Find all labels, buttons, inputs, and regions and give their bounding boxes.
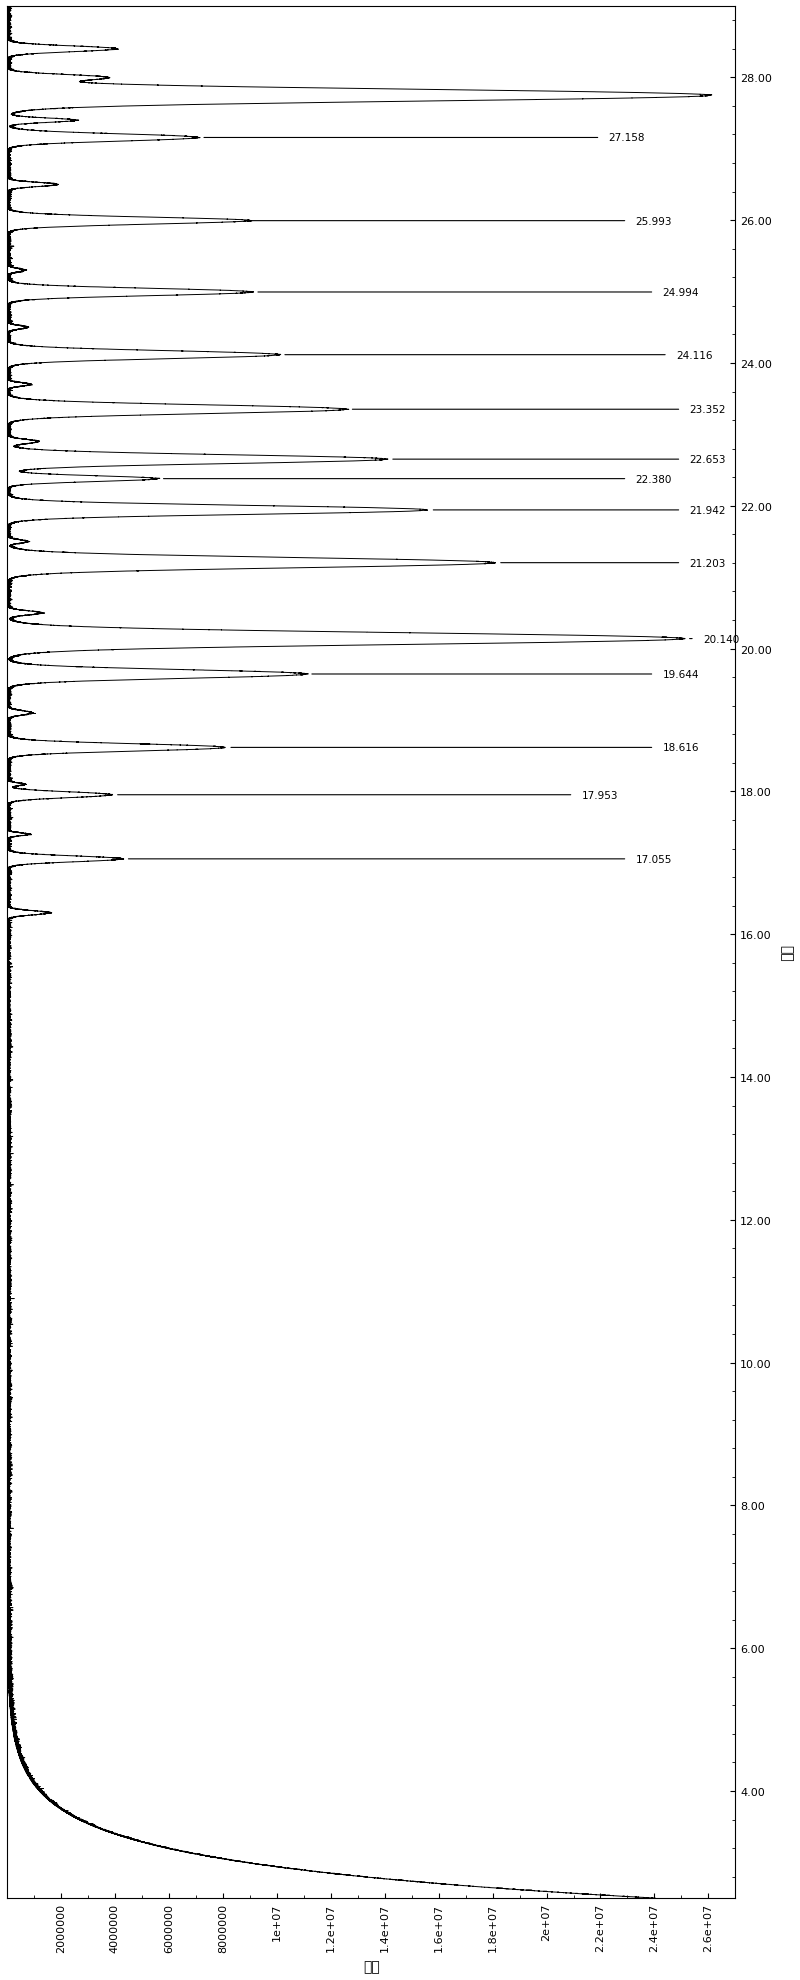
Text: 17.055: 17.055 (635, 855, 672, 865)
Text: 21.203: 21.203 (690, 558, 726, 568)
X-axis label: 丰度: 丰度 (362, 1958, 379, 1972)
Text: 19.644: 19.644 (662, 669, 699, 679)
Text: 24.994: 24.994 (662, 287, 699, 297)
Y-axis label: 时间: 时间 (779, 944, 793, 960)
Text: 24.116: 24.116 (676, 350, 713, 360)
Text: 18.616: 18.616 (662, 742, 699, 752)
Text: 17.953: 17.953 (582, 790, 618, 800)
Text: 27.158: 27.158 (609, 133, 645, 143)
Text: 21.942: 21.942 (690, 505, 726, 515)
Text: 25.993: 25.993 (635, 216, 672, 226)
Text: 22.653: 22.653 (690, 455, 726, 465)
Text: 22.380: 22.380 (635, 475, 672, 485)
Text: 20.140: 20.140 (703, 634, 739, 644)
Text: 23.352: 23.352 (690, 406, 726, 416)
